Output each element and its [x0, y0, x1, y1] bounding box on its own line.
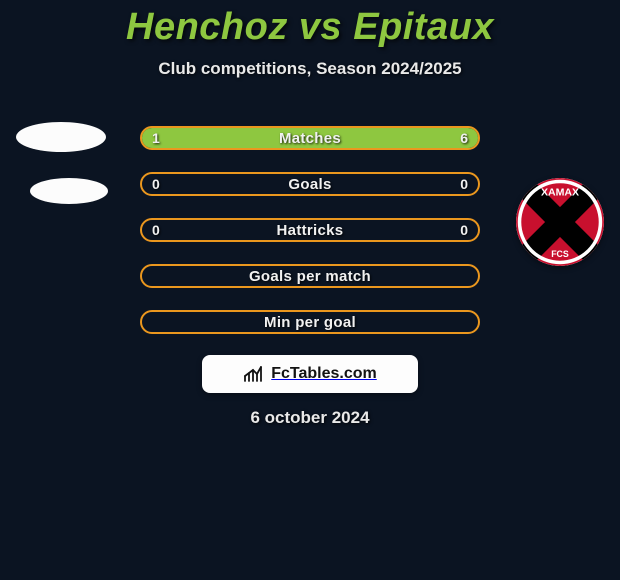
page-title: Henchoz vs Epitaux: [0, 0, 620, 49]
comparison-bars: 1 Matches 6 0 Goals 0 0 Hattricks 0 Goal…: [140, 126, 480, 356]
bar-hattricks-label: Hattricks: [142, 220, 478, 240]
subtitle: Club competitions, Season 2024/2025: [0, 59, 620, 79]
bar-goals: 0 Goals 0: [140, 172, 480, 196]
svg-text:FCS: FCS: [551, 249, 569, 259]
player-left-photo: [16, 122, 106, 152]
bar-goals-label: Goals: [142, 174, 478, 194]
bar-matches-val-right: 6: [450, 128, 478, 148]
date-line: 6 october 2024: [0, 408, 620, 428]
bar-mpg-val-right: [458, 312, 478, 332]
bar-goals-per-match: Goals per match: [140, 264, 480, 288]
site-link-text: FcTables.com: [271, 365, 377, 383]
bar-hattricks-val-right: 0: [450, 220, 478, 240]
svg-text:XAMAX: XAMAX: [541, 187, 579, 199]
bar-min-per-goal: Min per goal: [140, 310, 480, 334]
bar-goals-val-right: 0: [450, 174, 478, 194]
bar-gpm-label: Goals per match: [142, 266, 478, 286]
bar-gpm-val-right: [458, 266, 478, 286]
bar-mpg-label: Min per goal: [142, 312, 478, 332]
fctables-icon: [243, 365, 265, 383]
player-left-club-crest: [30, 178, 108, 204]
bar-matches: 1 Matches 6: [140, 126, 480, 150]
bar-hattricks: 0 Hattricks 0: [140, 218, 480, 242]
bar-matches-label: Matches: [142, 128, 478, 148]
xamax-crest-svg: XAMAX FCS: [516, 178, 604, 266]
player-right-club-crest: XAMAX FCS: [516, 178, 604, 266]
site-link[interactable]: FcTables.com: [202, 355, 418, 393]
xamax-crest: XAMAX FCS: [516, 178, 604, 266]
